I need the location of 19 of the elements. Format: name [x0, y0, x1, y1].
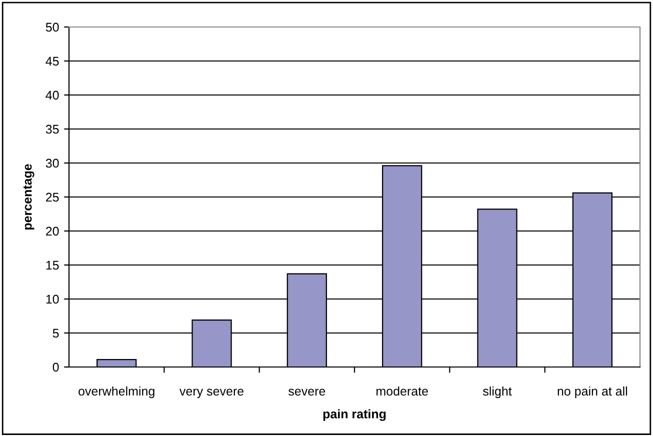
y-tick-label: 25 [46, 192, 59, 202]
x-axis-title: pain rating [323, 409, 386, 421]
x-tick-label: slight [483, 386, 512, 398]
y-tick-label: 40 [46, 90, 59, 100]
y-tick-label: 20 [46, 226, 59, 236]
y-axis-title: percentage [23, 164, 34, 230]
y-tick-label: 50 [46, 22, 59, 32]
y-tick-label: 15 [46, 260, 59, 270]
x-tick-label: moderate [376, 386, 428, 396]
x-tick-label: severe [288, 388, 326, 396]
y-tick-label: 10 [46, 294, 59, 304]
y-tick-label: 30 [46, 158, 59, 168]
y-tick-label: 5 [52, 328, 59, 338]
x-tick-label: very severe [179, 388, 244, 398]
y-tick-label: 35 [46, 124, 59, 134]
x-tick-label: no pain at all [558, 386, 628, 398]
x-tick-label: overwhelming [78, 386, 154, 398]
y-tick-label: 45 [46, 56, 59, 66]
y-tick-label: 0 [52, 362, 59, 372]
